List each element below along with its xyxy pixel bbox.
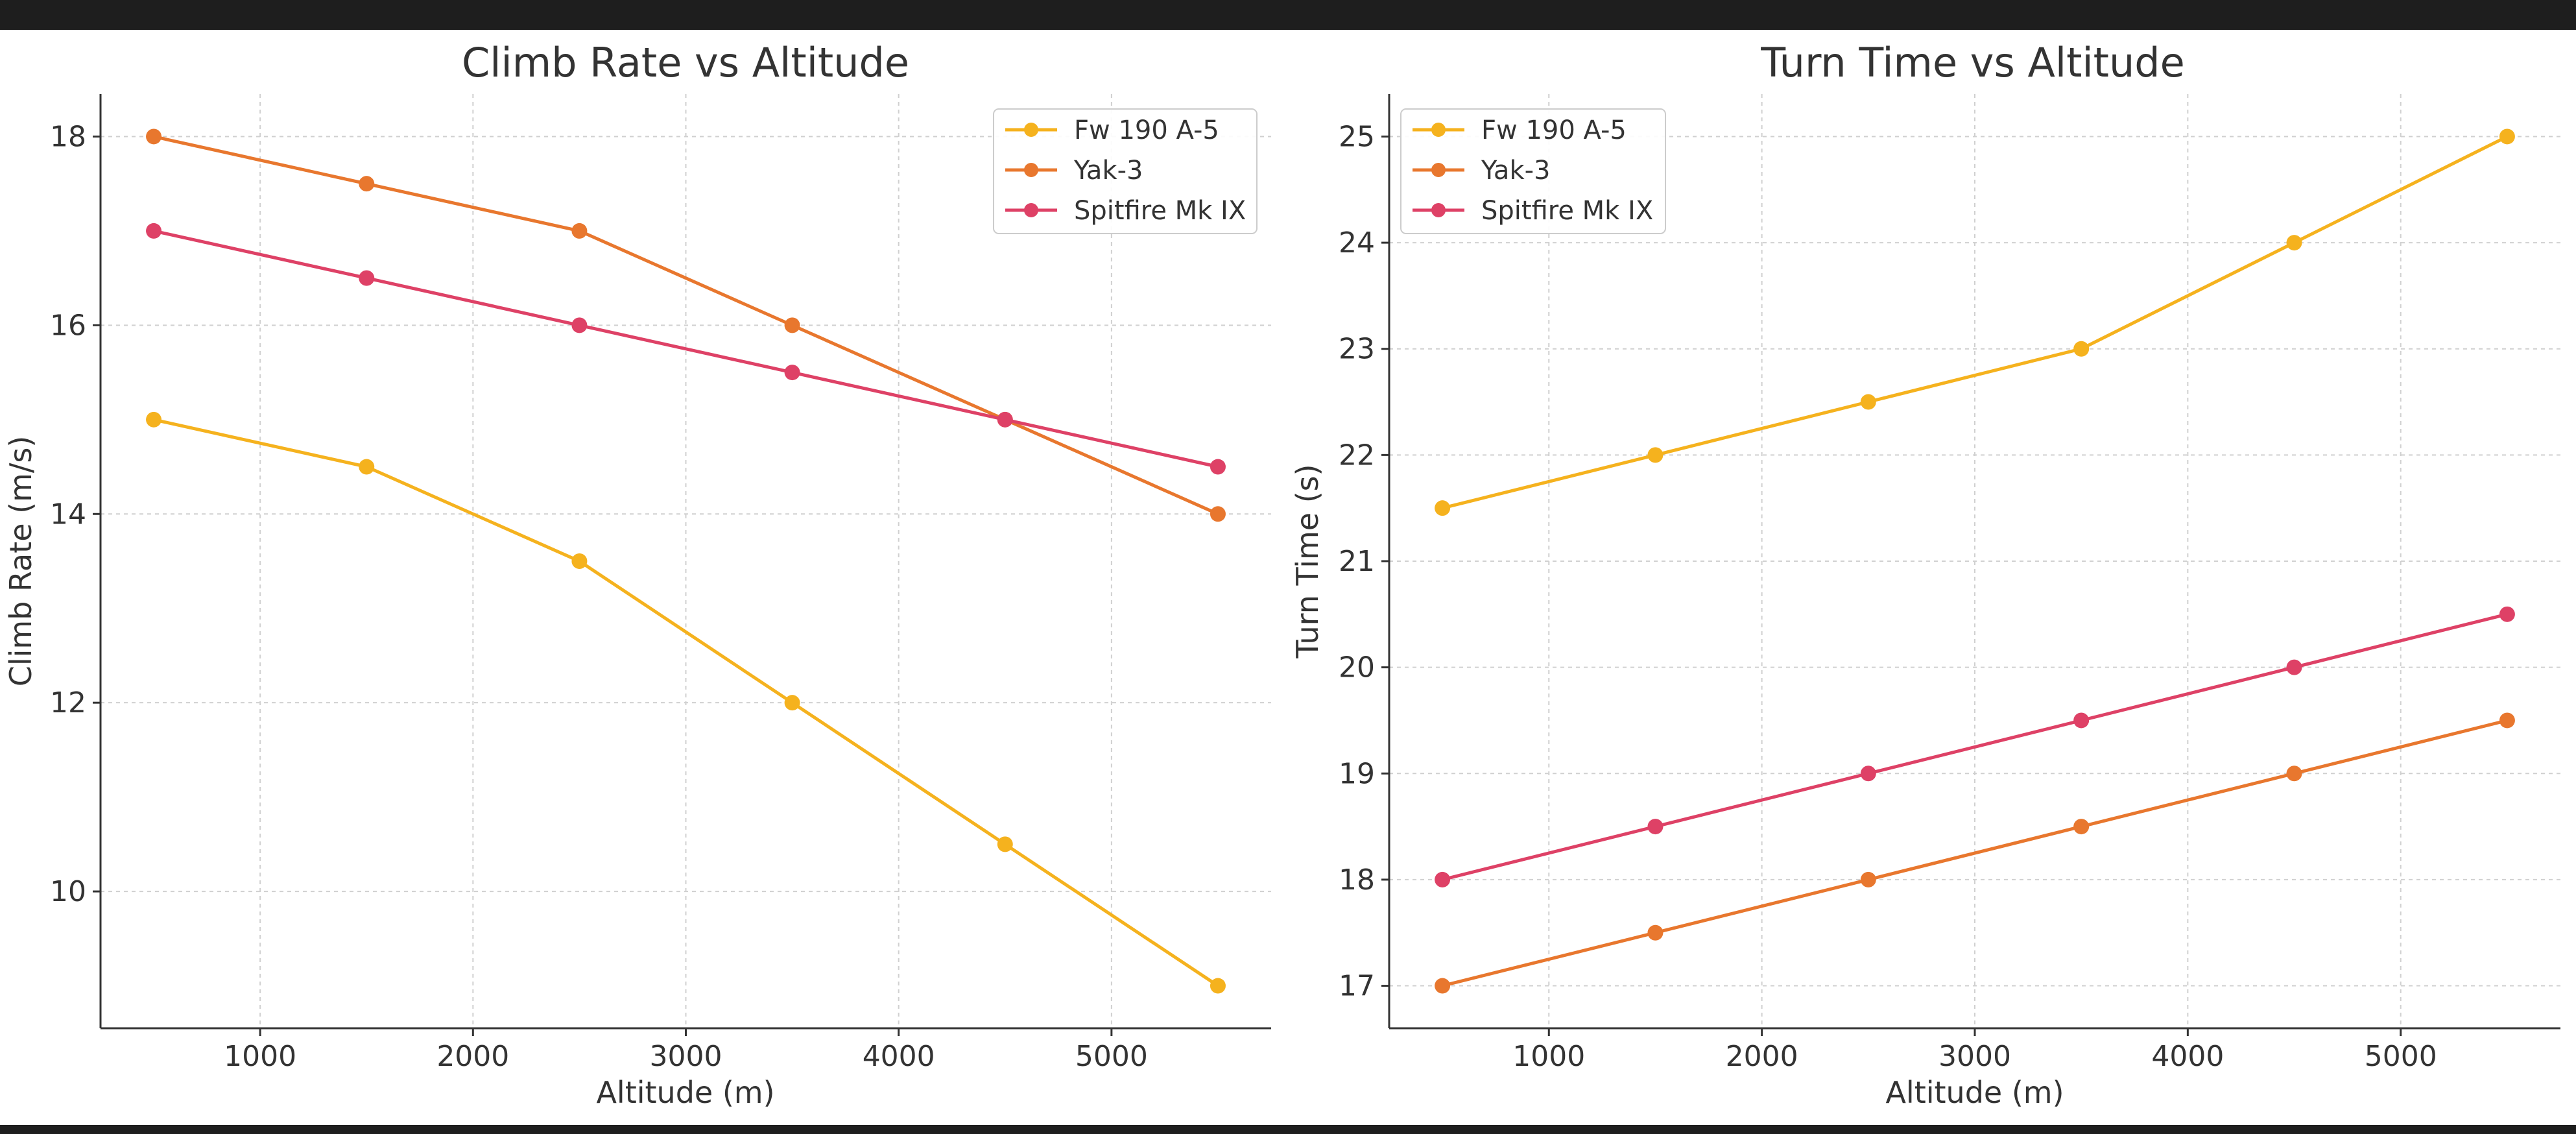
- top-bar: [0, 0, 2576, 30]
- y-tick-label: 24: [1339, 226, 1375, 259]
- legend-label: Spitfire Mk IX: [1074, 196, 1246, 226]
- series-line-fw-190-a-5: [1442, 135, 2509, 510]
- data-point-spitfire-mk-ix: [1435, 871, 1451, 887]
- series-line-yak-3: [1442, 719, 2508, 987]
- data-point-fw-190-a-5: [359, 459, 375, 475]
- x-axis-label: Altitude (m): [1885, 1075, 2064, 1110]
- data-point-spitfire-mk-ix: [571, 317, 588, 333]
- y-tick-label: 21: [1339, 545, 1375, 578]
- y-tick-label: 23: [1339, 333, 1375, 366]
- data-point-spitfire-mk-ix: [2286, 659, 2302, 675]
- legend-swatch-marker: [1024, 203, 1038, 217]
- y-tick-label: 20: [1339, 651, 1375, 684]
- data-point-fw-190-a-5: [1435, 500, 1451, 516]
- bottom-bar: [0, 1125, 2576, 1134]
- x-tick-label: 1000: [224, 1040, 296, 1073]
- data-point-fw-190-a-5: [1860, 394, 1876, 410]
- data-point-spitfire-mk-ix: [784, 365, 800, 381]
- legend: Fw 190 A-5 Yak-3 Spitfire Mk IX: [993, 108, 1258, 234]
- data-point-yak-3: [2073, 819, 2090, 835]
- legend-label: Fw 190 A-5: [1481, 115, 1627, 145]
- legend-swatch-marker: [1431, 203, 1446, 217]
- data-point-fw-190-a-5: [784, 695, 800, 711]
- data-point-yak-3: [1210, 506, 1226, 522]
- x-axis-label: Altitude (m): [596, 1075, 774, 1110]
- data-point-spitfire-mk-ix: [146, 223, 162, 239]
- data-point-yak-3: [784, 317, 800, 333]
- series-line-fw-190-a-5: [153, 418, 1219, 987]
- data-point-yak-3: [1435, 978, 1451, 994]
- legend-box: [993, 108, 1258, 234]
- legend-label: Yak-3: [1481, 156, 1550, 186]
- data-point-yak-3: [359, 176, 375, 192]
- data-point-yak-3: [1860, 871, 1876, 887]
- data-point-fw-190-a-5: [1647, 447, 1664, 463]
- data-point-fw-190-a-5: [2286, 235, 2302, 251]
- data-point-yak-3: [571, 223, 588, 239]
- legend-label: Spitfire Mk IX: [1481, 196, 1653, 226]
- data-point-spitfire-mk-ix: [1647, 819, 1664, 835]
- series-line-spitfire-mk-ix: [153, 229, 1219, 468]
- legend-label: Yak-3: [1073, 156, 1143, 186]
- y-tick-label: 19: [1339, 757, 1375, 790]
- turn-time-chart: 1000 2000 3000 4000 5000 17 18 19 20 21 22 23 24 25 Tu…: [1290, 39, 2560, 1110]
- legend-swatch-marker: [1431, 123, 1446, 137]
- climb-rate-chart: 1000 2000 3000 4000 5000 10 12 14 16 18 Climb Rate…: [3, 39, 1271, 1110]
- data-point-spitfire-mk-ix: [359, 270, 375, 286]
- data-point-spitfire-mk-ix: [1860, 766, 1876, 782]
- x-tick-label: 3000: [1938, 1040, 2011, 1073]
- x-tick-label: 2000: [1726, 1040, 1798, 1073]
- data-point-yak-3: [1647, 924, 1664, 941]
- y-tick-label: 16: [50, 309, 86, 342]
- data-point-yak-3: [2286, 766, 2302, 782]
- data-point-yak-3: [146, 128, 162, 145]
- y-axis-label: Turn Time (s): [1290, 464, 1325, 658]
- series-line-yak-3: [153, 135, 1219, 516]
- data-point-fw-190-a-5: [997, 836, 1013, 852]
- x-tick-label: 4000: [2151, 1040, 2224, 1073]
- chart-title: Climb Rate vs Altitude: [462, 39, 909, 86]
- data-point-spitfire-mk-ix: [1210, 459, 1226, 475]
- y-tick-label: 14: [50, 498, 86, 531]
- y-tick-label: 12: [50, 686, 86, 719]
- y-tick-label: 25: [1339, 120, 1375, 153]
- data-point-fw-190-a-5: [1210, 978, 1226, 994]
- legend-swatch-marker: [1024, 163, 1038, 177]
- y-tick-label: 22: [1339, 439, 1375, 472]
- data-point-spitfire-mk-ix: [2499, 606, 2515, 622]
- legend-swatch-marker: [1024, 123, 1038, 137]
- x-tick-label: 5000: [2365, 1040, 2437, 1073]
- x-tick-label: 5000: [1075, 1040, 1148, 1073]
- legend: Fw 190 A-5 Yak-3 Spitfire Mk IX: [1400, 108, 1666, 234]
- data-point-yak-3: [2499, 712, 2515, 729]
- x-tick-label: 4000: [863, 1040, 935, 1073]
- chart-title: Turn Time vs Altitude: [1760, 39, 2185, 86]
- data-point-fw-190-a-5: [2073, 341, 2090, 357]
- data-point-fw-190-a-5: [571, 553, 588, 569]
- legend-box: [1400, 108, 1666, 234]
- y-axis-label: Climb Rate (m/s): [3, 436, 38, 687]
- y-tick-label: 18: [1339, 863, 1375, 897]
- legend-label: Fw 190 A-5: [1074, 115, 1219, 145]
- x-tick-label: 2000: [436, 1040, 509, 1073]
- data-point-fw-190-a-5: [146, 411, 162, 428]
- data-point-spitfire-mk-ix: [2073, 712, 2090, 729]
- data-point-fw-190-a-5: [2499, 128, 2515, 145]
- x-tick-label: 3000: [650, 1040, 722, 1073]
- data-point-spitfire-mk-ix: [997, 411, 1013, 428]
- series-line-spitfire-mk-ix: [1442, 612, 2508, 882]
- y-tick-label: 18: [50, 120, 86, 153]
- x-tick-label: 1000: [1512, 1040, 1585, 1073]
- y-tick-label: 17: [1339, 970, 1375, 1003]
- y-tick-label: 10: [50, 875, 86, 908]
- legend-swatch-marker: [1431, 163, 1446, 177]
